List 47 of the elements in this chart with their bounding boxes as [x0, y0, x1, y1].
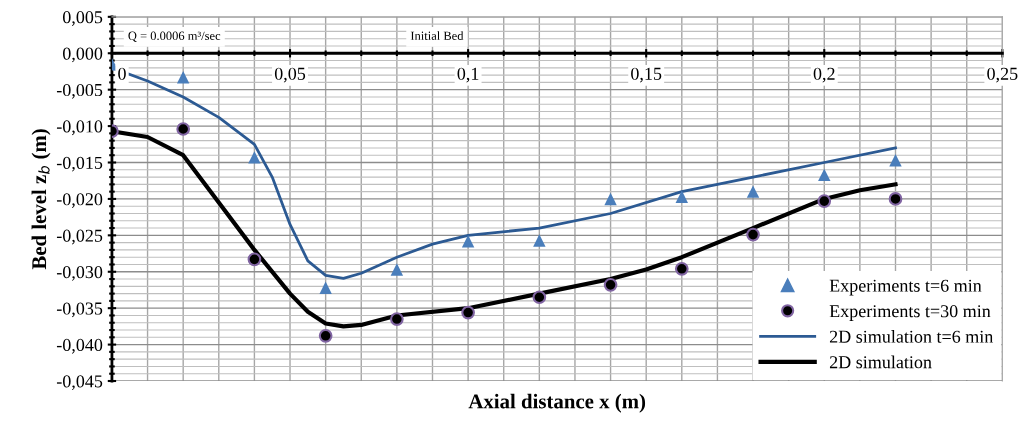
point	[461, 234, 475, 248]
point	[746, 227, 760, 242]
annotation: Initial Bed	[410, 31, 464, 40]
x-axis-title: Axial distance x (m)	[468, 393, 646, 413]
point	[674, 261, 689, 276]
point	[319, 281, 332, 294]
point	[248, 151, 261, 164]
y-tick-label: 0,000	[62, 47, 103, 63]
point	[532, 290, 547, 305]
point	[603, 278, 618, 292]
x-tick-label: 0,05	[274, 67, 306, 83]
point	[817, 194, 832, 208]
point	[247, 252, 262, 267]
y-tick-label: -0,020	[56, 193, 103, 208]
y-tick-label: -0,030	[56, 266, 103, 281]
point	[390, 263, 404, 276]
point	[533, 234, 546, 247]
point	[461, 305, 475, 320]
point	[390, 312, 404, 326]
y-tick-label: -0,010	[56, 120, 103, 136]
y-tick-label: -0,025	[56, 229, 103, 245]
legend-label: 2D simulation	[829, 355, 932, 369]
point	[746, 185, 760, 198]
y-tick-label: -0,035	[56, 302, 103, 318]
legend-label: Experiments t=30 min	[829, 305, 991, 321]
point	[889, 154, 902, 167]
point	[818, 168, 831, 182]
y-tick-label: -0,015	[56, 156, 103, 172]
y-axis-title: Bed level z$_{b}$ (m)	[31, 129, 51, 270]
point	[888, 192, 903, 206]
legend-label: 2D simulation t=6 min	[829, 330, 994, 343]
legend-label: Experiments t=6 min	[829, 279, 982, 296]
point	[176, 71, 190, 84]
x-tick-label: 0,1	[457, 67, 479, 83]
x-tick-label: 0,25	[987, 67, 1018, 83]
y-tick-label: -0,005	[56, 83, 103, 99]
point	[675, 190, 689, 203]
x-tick-label: 0,15	[631, 67, 662, 83]
point	[604, 192, 617, 206]
point	[176, 122, 191, 136]
y-tick-label: -0,045	[56, 375, 103, 391]
x-tick-label: 0,2	[813, 67, 835, 83]
y-tick-label: 0,005	[62, 11, 103, 26]
point	[318, 329, 333, 343]
annotation: Q = 0.0006 m³/sec	[128, 31, 221, 42]
x-tick-label: 0	[118, 67, 126, 80]
y-tick-label: -0,040	[56, 338, 103, 354]
